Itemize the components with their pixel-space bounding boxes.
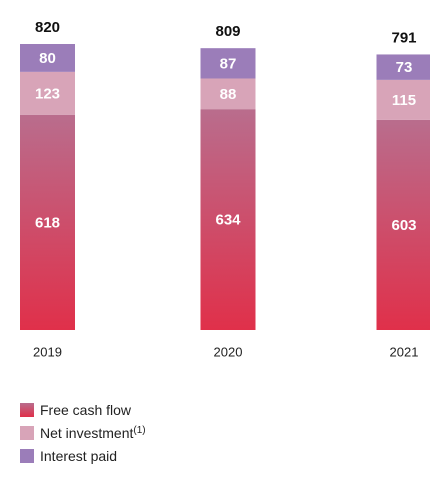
- segment-label: 634: [215, 212, 241, 229]
- legend-swatch: [20, 403, 34, 417]
- legend-note: (1): [133, 425, 145, 436]
- legend-name: Free cash flow: [40, 402, 132, 418]
- bar-segment: [20, 71, 75, 115]
- bar-segment: [376, 54, 430, 80]
- bar-segment: [376, 79, 430, 120]
- segment-label: 603: [391, 217, 416, 234]
- x-tick-label: 2021: [390, 344, 419, 359]
- total-label: 791: [391, 29, 416, 46]
- legend-name: Interest paid: [40, 448, 117, 464]
- x-tick-label: 2019: [33, 344, 62, 359]
- bar-segment: [20, 44, 75, 72]
- segment-label: 618: [35, 214, 60, 231]
- legend-label: Interest paid: [40, 448, 117, 464]
- legend-swatch: [20, 426, 34, 440]
- bar-segment: [376, 119, 430, 331]
- segment-label: 80: [39, 50, 56, 67]
- segment-label: 73: [396, 59, 413, 76]
- segment-label: 123: [35, 85, 60, 102]
- segment-label: 87: [220, 55, 237, 72]
- legend-label: Free cash flow: [40, 402, 132, 418]
- x-tick-label: 2020: [214, 344, 243, 359]
- legend-swatch: [20, 449, 34, 463]
- total-label: 820: [35, 19, 60, 36]
- segment-label: 88: [220, 86, 237, 103]
- total-label: 809: [215, 23, 240, 40]
- legend-label: Net investment(1): [40, 425, 146, 441]
- bar-segment: [200, 78, 256, 110]
- bar-segment: [20, 114, 75, 330]
- segment-label: 115: [392, 92, 416, 109]
- bar-segment: [200, 48, 256, 79]
- bar-segment: [200, 109, 256, 330]
- legend-name: Net investment: [40, 425, 133, 441]
